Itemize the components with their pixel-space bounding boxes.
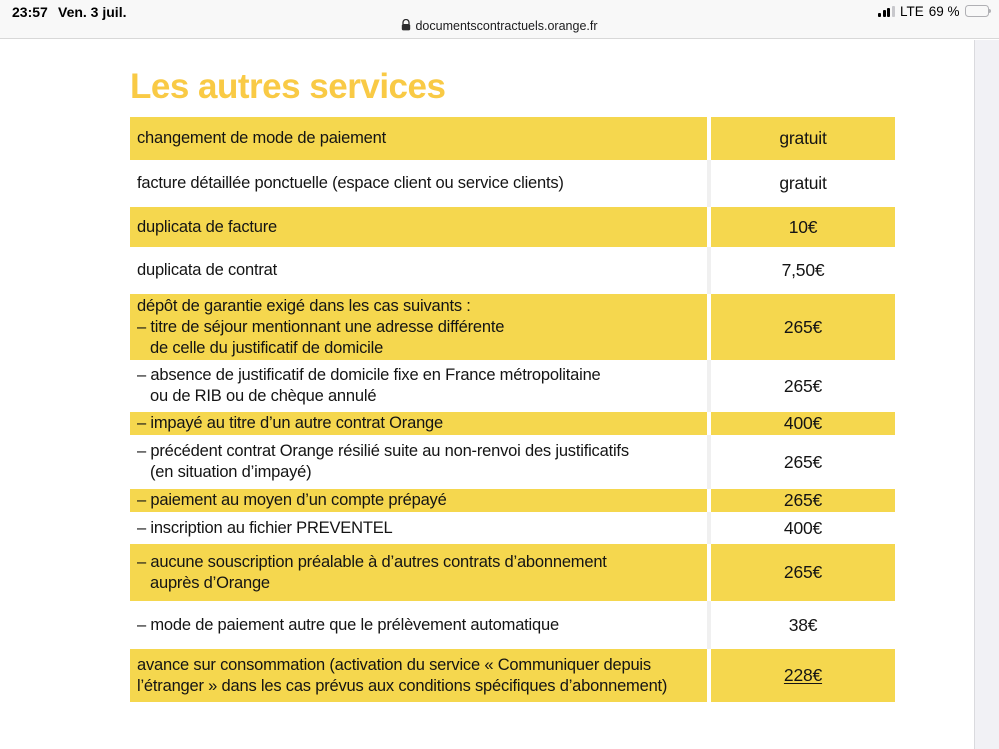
column-divider [707, 207, 711, 247]
service-label: avance sur consommation (activation du s… [137, 655, 651, 674]
clock: 23:57 [12, 4, 48, 20]
service-label-cell: – paiement au moyen d’un compte prépayé [130, 489, 707, 512]
table-row: duplicata de facture 10€ [130, 207, 895, 247]
price-cell: 265€ [711, 294, 895, 360]
price-value: 10€ [788, 216, 818, 237]
price-value: 38€ [788, 614, 818, 635]
price-value: 265€ [783, 316, 823, 337]
table-row: – inscription au fichier PREVENTEL 400€ [130, 512, 895, 544]
price-value: 400€ [783, 413, 823, 433]
column-divider [707, 247, 711, 294]
column-divider [707, 160, 711, 207]
price-value: gratuit [779, 128, 827, 148]
battery-percent-label: 69 % [928, 3, 960, 19]
service-label: auprès d’Orange [150, 573, 270, 592]
table-row: – paiement au moyen d’un compte prépayé … [130, 489, 895, 512]
date: Ven. 3 juil. [58, 4, 127, 20]
price-value: gratuit [779, 173, 827, 193]
service-label-cell: duplicata de contrat [130, 247, 707, 294]
cellular-signal-icon [878, 5, 895, 17]
service-label: ou de RIB ou de chèque annulé [150, 387, 377, 405]
price-value: 7,50€ [781, 260, 825, 280]
service-label: – précédent contrat Orange résilié suite… [137, 442, 629, 460]
price-cell: 400€ [711, 412, 895, 435]
page-side-gutter [974, 40, 999, 749]
service-label-cell: – mode de paiement autre que le prélèvem… [130, 601, 707, 649]
services-pricing-table: changement de mode de paiement gratuit f… [130, 117, 895, 702]
service-label: – absence de justificatif de domicile fi… [137, 366, 601, 384]
column-divider [707, 544, 711, 601]
table-row: dépôt de garantie exigé dans les cas sui… [130, 294, 895, 360]
price-cell: 228€ [711, 649, 895, 702]
battery-icon [964, 5, 991, 17]
service-label: de celle du justificatif de domicile [150, 338, 384, 357]
column-divider [707, 117, 711, 160]
service-label: changement de mode de paiement [137, 129, 387, 147]
price-value: 265€ [783, 375, 823, 396]
service-label-cell: changement de mode de paiement [130, 117, 707, 160]
table-row: duplicata de contrat 7,50€ [130, 247, 895, 294]
price-cell: 265€ [711, 489, 895, 512]
price-cell: 265€ [711, 360, 895, 412]
service-label: – mode de paiement autre que le prélèvem… [137, 615, 559, 634]
price-cell: 400€ [711, 512, 895, 544]
column-divider [707, 489, 711, 512]
service-label: facture détaillée ponctuelle (espace cli… [137, 174, 564, 192]
price-cell: 265€ [711, 435, 895, 489]
price-cell: 7,50€ [711, 247, 895, 294]
table-row: facture détaillée ponctuelle (espace cli… [130, 160, 895, 207]
service-label: dépôt de garantie exigé dans les cas sui… [137, 296, 471, 315]
safari-toolbar: 23:57 Ven. 3 juil. documentscontractuels… [0, 0, 999, 39]
price-cell: 10€ [711, 207, 895, 247]
service-label-cell: – aucune souscription préalable à d’autr… [130, 544, 707, 601]
service-label: – paiement au moyen d’un compte prépayé [137, 491, 447, 509]
price-value: 265€ [783, 562, 823, 582]
service-label: – titre de séjour mentionnant une adress… [137, 317, 505, 336]
service-label-cell: – précédent contrat Orange résilié suite… [130, 435, 707, 489]
price-value: 228€ [783, 665, 823, 685]
column-divider [707, 294, 711, 360]
status-icons: LTE 69 % [878, 3, 991, 19]
service-label: – impayé au titre d’un autre contrat Ora… [137, 414, 443, 432]
table-row: changement de mode de paiement gratuit [130, 117, 895, 160]
price-cell: 265€ [711, 544, 895, 601]
price-cell: 38€ [711, 601, 895, 649]
service-label-cell: duplicata de facture [130, 207, 707, 247]
table-row: – aucune souscription préalable à d’autr… [130, 544, 895, 601]
service-label-cell: facture détaillée ponctuelle (espace cli… [130, 160, 707, 207]
service-label-cell: avance sur consommation (activation du s… [130, 649, 707, 702]
table-row: – impayé au titre d’un autre contrat Ora… [130, 412, 895, 435]
price-cell: gratuit [711, 117, 895, 160]
service-label: duplicata de facture [137, 217, 278, 236]
service-label: – aucune souscription préalable à d’autr… [137, 552, 607, 571]
lock-icon [401, 18, 411, 34]
table-row: avance sur consommation (activation du s… [130, 649, 895, 702]
column-divider [707, 512, 711, 544]
document-page: Les autres services changement de mode d… [130, 40, 895, 702]
address-bar[interactable]: documentscontractuels.orange.fr [0, 18, 999, 34]
service-label-cell: – absence de justificatif de domicile fi… [130, 360, 707, 412]
service-label-cell: dépôt de garantie exigé dans les cas sui… [130, 294, 707, 360]
network-type-label: LTE [899, 3, 924, 19]
service-label-cell: – impayé au titre d’un autre contrat Ora… [130, 412, 707, 435]
price-value: 265€ [783, 490, 823, 510]
address-bar-url: documentscontractuels.orange.fr [415, 19, 598, 33]
service-label: (en situation d’impayé) [150, 463, 312, 481]
price-cell: gratuit [711, 160, 895, 207]
price-value: 265€ [783, 451, 823, 472]
column-divider [707, 435, 711, 489]
table-row: – mode de paiement autre que le prélèvem… [130, 601, 895, 649]
page-title: Les autres services [130, 67, 446, 106]
table-row: – précédent contrat Orange résilié suite… [130, 435, 895, 489]
price-value: 400€ [783, 517, 823, 538]
column-divider [707, 412, 711, 435]
service-label-cell: – inscription au fichier PREVENTEL [130, 512, 707, 544]
column-divider [707, 649, 711, 702]
table-row: – absence de justificatif de domicile fi… [130, 360, 895, 412]
column-divider [707, 360, 711, 412]
service-label: duplicata de contrat [137, 261, 278, 279]
service-label: – inscription au fichier PREVENTEL [137, 518, 393, 537]
service-label: l’étranger » dans les cas prévus aux con… [137, 676, 668, 695]
column-divider [707, 601, 711, 649]
